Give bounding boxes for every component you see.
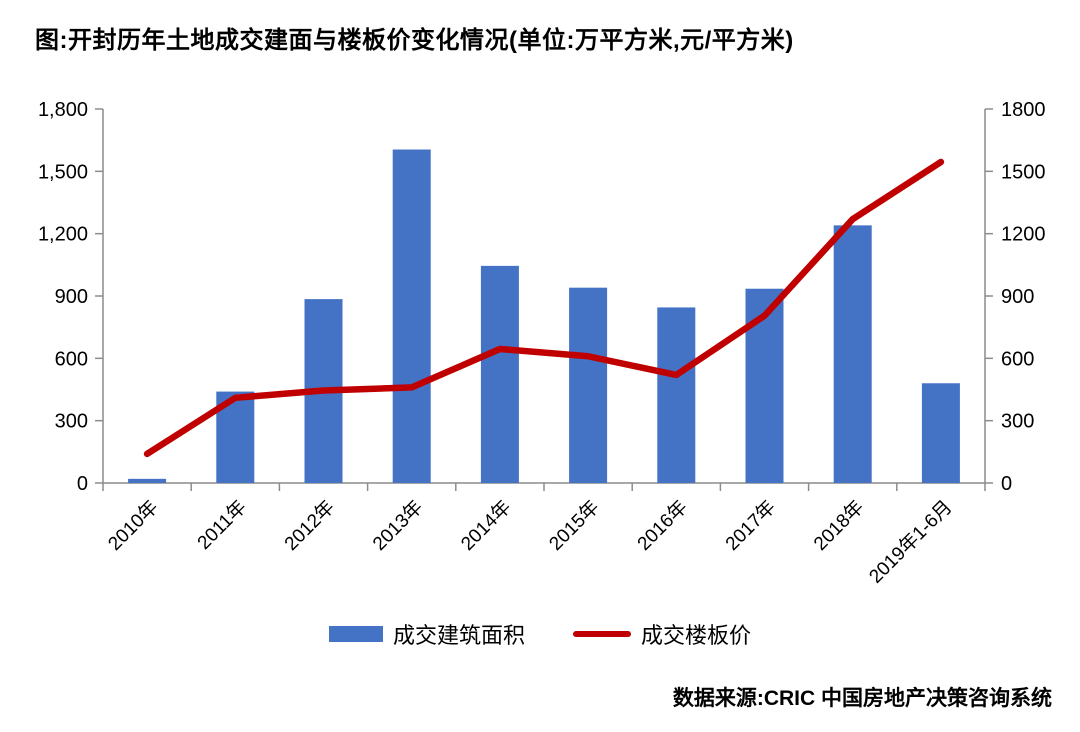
bar-2018年	[833, 225, 872, 483]
left-axis-tick-label: 1,800	[38, 99, 88, 121]
bar-2014年	[480, 265, 519, 483]
left-axis-tick-label: 1,200	[38, 224, 88, 246]
legend-entry-line: 成交楼板价	[573, 618, 751, 650]
bar-2019年1-6月	[921, 383, 960, 483]
bar-swatch-icon	[328, 626, 383, 642]
bar-2010年	[128, 478, 167, 483]
legend-entry-bar: 成交建筑面积	[328, 618, 525, 650]
x-axis-label-2015年: 2015年	[545, 496, 604, 555]
right-axis-tick-label: 1200	[1001, 224, 1046, 246]
left-axis-tick-label: 300	[55, 411, 88, 433]
x-axis-label-2018年: 2018年	[809, 496, 868, 555]
line-swatch-icon	[573, 631, 631, 637]
x-axis-label-2017年: 2017年	[721, 496, 780, 555]
right-axis-tick-label: 1500	[1001, 161, 1046, 183]
legend-bar-label: 成交建筑面积	[392, 623, 525, 648]
right-axis-tick-label: 900	[1001, 286, 1034, 308]
left-axis-tick-label: 0	[77, 473, 88, 495]
bar-2015年	[569, 287, 608, 483]
bar-2013年	[392, 149, 431, 483]
x-axis-label-2013年: 2013年	[368, 496, 427, 555]
legend-line-label: 成交楼板价	[641, 623, 752, 648]
right-axis-tick-label: 1800	[1001, 99, 1046, 121]
legend: 成交建筑面积 成交楼板价	[0, 618, 1080, 650]
x-axis-label-2016年: 2016年	[633, 496, 692, 555]
right-axis-tick-label: 0	[1001, 473, 1012, 495]
x-axis-label-2011年: 2011年	[193, 496, 251, 554]
x-axis-label-2019年1-6月: 2019年1-6月	[865, 496, 957, 588]
page-title: 图:开封历年土地成交建面与楼板价变化情况(单位:万平方米,元/平方米)	[35, 27, 794, 54]
line-series	[143, 158, 945, 458]
left-axis-tick-label: 900	[55, 286, 88, 308]
x-axis-label-2012年: 2012年	[280, 496, 339, 555]
left-axis-tick-label: 600	[55, 348, 88, 370]
x-axis-label-2014年: 2014年	[457, 496, 516, 555]
right-axis-tick-label: 600	[1001, 348, 1034, 370]
right-axis-tick-label: 300	[1001, 411, 1034, 433]
x-axis-label-2010年: 2010年	[104, 496, 163, 555]
bar-2016年	[657, 307, 696, 483]
left-axis-tick-label: 1,500	[38, 161, 88, 183]
data-source: 数据来源:CRIC 中国房地产决策咨询系统	[672, 687, 1052, 710]
